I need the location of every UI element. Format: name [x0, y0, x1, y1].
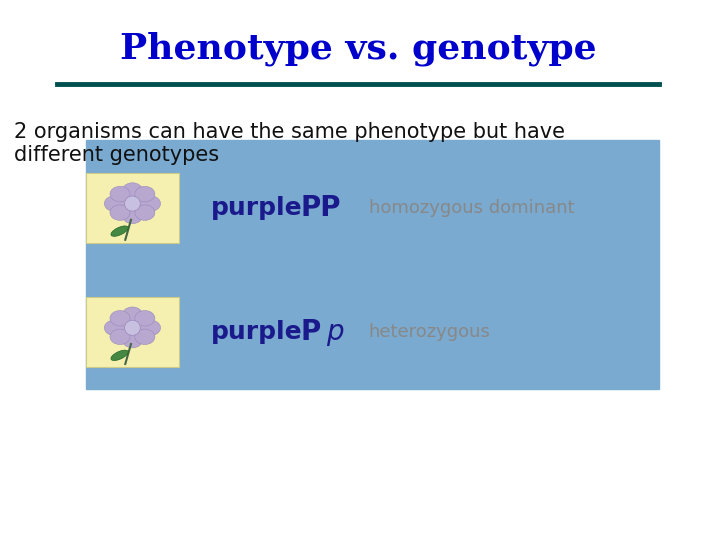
Ellipse shape: [110, 186, 130, 202]
Ellipse shape: [110, 329, 130, 345]
Text: P: P: [301, 318, 321, 346]
FancyBboxPatch shape: [86, 173, 179, 243]
Ellipse shape: [135, 329, 155, 345]
Text: homozygous dominant: homozygous dominant: [369, 199, 575, 217]
Ellipse shape: [111, 226, 128, 237]
Ellipse shape: [122, 307, 143, 322]
Ellipse shape: [104, 196, 125, 211]
Ellipse shape: [111, 350, 128, 361]
Ellipse shape: [125, 320, 140, 335]
Ellipse shape: [110, 205, 130, 220]
Ellipse shape: [110, 310, 130, 326]
Text: PP: PP: [301, 194, 341, 222]
Ellipse shape: [135, 205, 155, 220]
Text: Phenotype vs. genotype: Phenotype vs. genotype: [120, 31, 596, 66]
Ellipse shape: [140, 320, 161, 335]
Ellipse shape: [122, 333, 143, 348]
Ellipse shape: [122, 208, 143, 224]
Ellipse shape: [140, 196, 161, 211]
FancyBboxPatch shape: [86, 140, 659, 389]
Ellipse shape: [104, 320, 125, 335]
Ellipse shape: [122, 183, 143, 198]
Ellipse shape: [125, 196, 140, 211]
FancyBboxPatch shape: [86, 297, 179, 367]
Ellipse shape: [135, 310, 155, 326]
Ellipse shape: [135, 186, 155, 202]
Text: heterozygous: heterozygous: [369, 323, 490, 341]
Text: 2 organisms can have the same phenotype but have
different genotypes: 2 organisms can have the same phenotype …: [14, 122, 565, 165]
Text: p: p: [325, 318, 343, 346]
Text: purple: purple: [211, 320, 303, 344]
Text: purple: purple: [211, 196, 303, 220]
